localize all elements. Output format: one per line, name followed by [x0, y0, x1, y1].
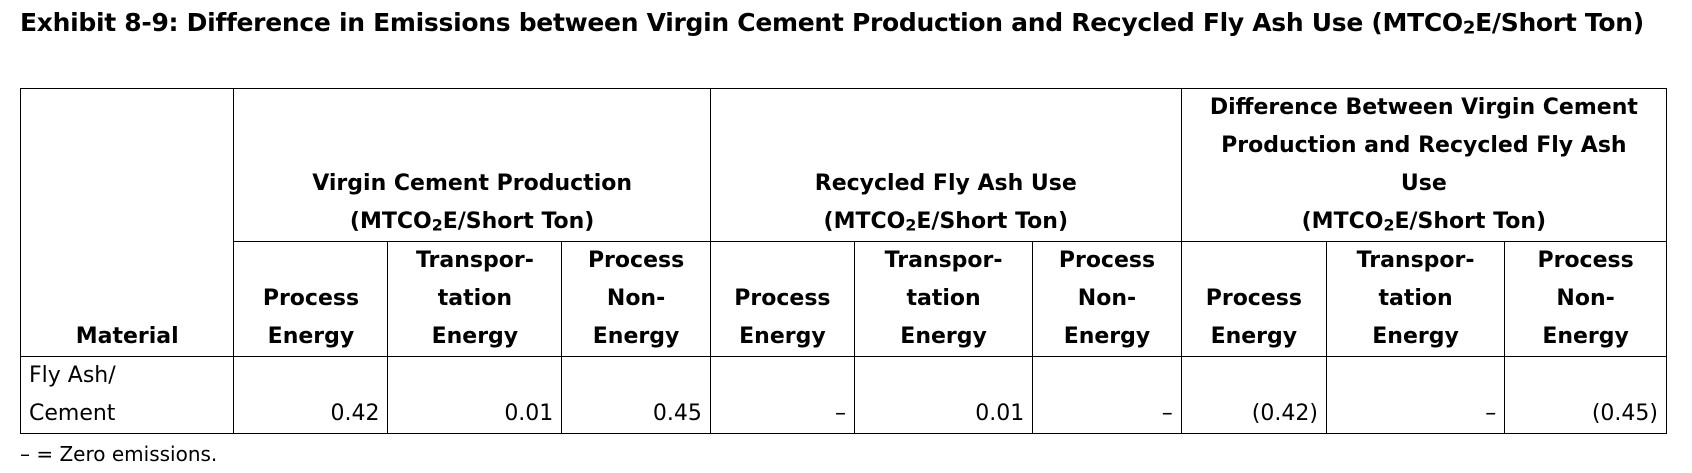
subheader-transportation-energy: Transpor-tation Energy: [853, 241, 1034, 357]
value-cell: 0.45: [561, 356, 711, 434]
material-header: Material: [19, 88, 235, 357]
group-header-recycled: Recycled Fly Ash Use (MTCO2E/Short Ton): [709, 88, 1182, 242]
subheader-process-energy: Process Energy: [709, 241, 855, 357]
emissions-table: Material Virgin Cement Production (MTCO2…: [19, 88, 1668, 434]
value-cell: –: [1325, 356, 1506, 434]
subheader-process-non-energy: Process Non- Energy: [1032, 241, 1182, 357]
group-header-difference: Difference Between Virgin Cement Product…: [1180, 88, 1668, 242]
group-title: Recycled Fly Ash Use: [814, 171, 1077, 196]
value-cell: (0.42): [1180, 356, 1327, 434]
value-cell: –: [709, 356, 855, 434]
value-cell: (0.45): [1504, 356, 1667, 434]
footnote: – = Zero emissions.: [20, 442, 218, 466]
group-unit: (MTCO2E/Short Ton): [349, 209, 595, 235]
subheader-transportation-energy: Transpor-tation Energy: [1325, 241, 1506, 357]
subheader-process-energy: Process Energy: [1180, 241, 1327, 357]
group-unit: (MTCO2E/Short Ton): [823, 209, 1069, 235]
title-text-prefix: Exhibit 8-9: Difference in Emissions bet…: [20, 8, 1463, 37]
group-header-row: Material Virgin Cement Production (MTCO2…: [19, 88, 1668, 357]
subheader-process-energy: Process Energy: [233, 241, 389, 357]
table-row: Fly Ash/Cement 0.42 0.01 0.45 – 0.01 – (…: [19, 356, 1667, 434]
material-cell: Fly Ash/Cement: [19, 356, 235, 434]
subheader-transportation-energy: Transpor-tation Energy: [387, 241, 563, 357]
group-title: Virgin Cement Production: [312, 171, 633, 196]
title-text-suffix: E/Short Ton): [1475, 8, 1644, 37]
value-cell: 0.01: [853, 356, 1034, 434]
subheader-process-non-energy: Process Non- Energy: [561, 241, 711, 357]
group-header-virgin: Virgin Cement Production (MTCO2E/Short T…: [233, 88, 711, 242]
title-subscript: 2: [1462, 17, 1476, 39]
exhibit-title: Exhibit 8-9: Difference in Emissions bet…: [20, 4, 1660, 42]
value-cell: 0.01: [387, 356, 563, 434]
value-cell: 0.42: [233, 356, 389, 434]
group-unit: (MTCO2E/Short Ton): [1301, 209, 1547, 235]
group-title: Difference Between Virgin Cement Product…: [1209, 95, 1638, 196]
subheader-row: Process Energy Transpor-tation Energy Proc…: [21, 241, 1667, 357]
subheader-process-non-energy: Process Non- Energy: [1504, 241, 1667, 357]
value-cell: –: [1032, 356, 1182, 434]
